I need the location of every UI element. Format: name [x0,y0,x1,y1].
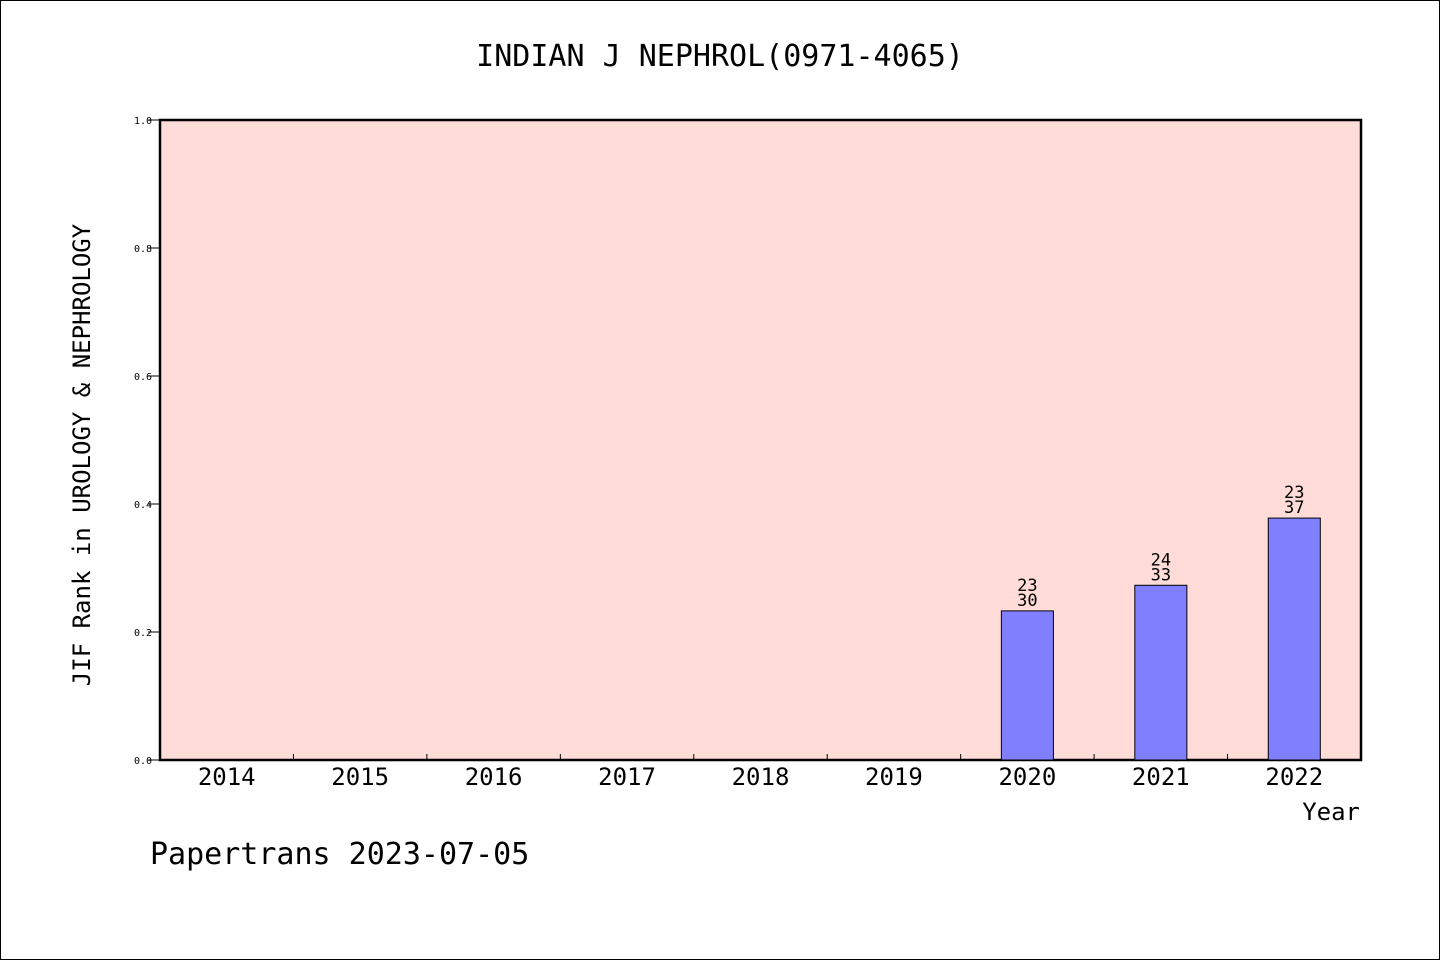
bar-label-total: 33 [1151,565,1171,585]
x-tick-label: 2021 [1132,763,1190,791]
bar-label-rank: 23 [1017,576,1037,596]
y-tick-label: 0.0 [134,756,152,767]
y-tick-label: 0.4 [134,500,152,511]
x-axis-ticks: 2014 2015 2016 2017 2018 2019 2020 2021 2022 [198,754,1323,791]
y-tick-label: 0.2 [134,628,152,639]
bar-label-rank: 24 [1151,550,1171,570]
bar-2022 [1267,517,1321,761]
y-tick-label: 0.8 [134,244,152,255]
y-axis-label: JIF Rank in UROLOGY & NEPHROLOGY [68,223,96,686]
bar-label-total: 37 [1284,498,1304,518]
x-tick-label: 2017 [598,763,656,791]
bar-label-rank: 23 [1284,483,1304,503]
x-tick-label: 2018 [732,763,790,791]
x-tick-label: 2022 [1265,763,1323,791]
bar-2020 [1000,610,1054,761]
x-tick-label: 2020 [998,763,1056,791]
footer-credit: Papertrans 2023-07-05 [150,837,529,872]
x-tick-label: 2016 [465,763,523,791]
bar-label-total: 30 [1017,591,1037,611]
chart-title: INDIAN J NEPHROL(0971-4065) [476,39,964,74]
bar-2021 [1134,584,1188,761]
x-tick-label: 2014 [198,763,256,791]
y-tick-label: 1.0 [134,116,152,127]
x-axis-label: Year [1302,798,1360,826]
y-tick-label: 0.6 [134,372,152,383]
x-tick-label: 2019 [865,763,923,791]
x-tick-label: 2015 [331,763,389,791]
y-axis-ticks: 0.0 0.2 0.4 0.6 0.8 1.0 [134,116,160,767]
